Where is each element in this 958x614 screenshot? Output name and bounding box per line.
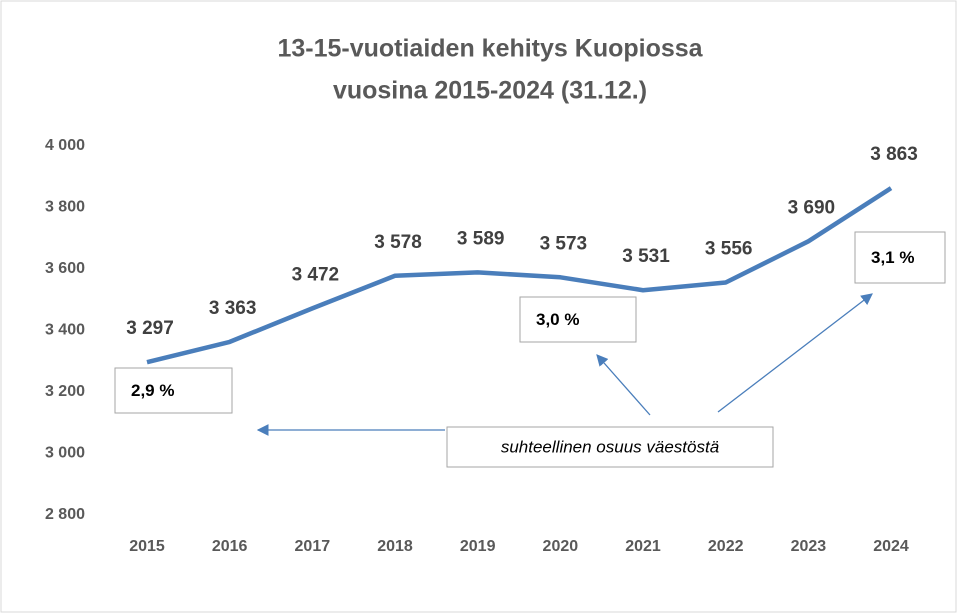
y-tick-label: 3 400 xyxy=(45,322,85,339)
annotation-box xyxy=(446,426,774,468)
y-tick-label: 3 000 xyxy=(45,445,85,462)
chart-title: vuosina 2015-2024 (31.12.) xyxy=(333,77,647,105)
data-label: 3 690 xyxy=(788,197,836,218)
data-label: 3 556 xyxy=(705,239,753,260)
data-label: 3 363 xyxy=(209,298,257,319)
annotation: 3,0 % xyxy=(536,310,579,329)
annotation: 3,1 % xyxy=(871,248,914,267)
data-label: 3 297 xyxy=(126,318,174,339)
annotation-box xyxy=(114,367,233,414)
annotation: suhteellinen osuus väestöstä xyxy=(501,437,719,456)
x-tick-label: 2015 xyxy=(129,538,165,555)
line xyxy=(146,186,893,365)
x-tick-label: 2018 xyxy=(377,538,413,555)
x-tick-label: 2017 xyxy=(295,538,331,555)
y-tick-label: 3 200 xyxy=(45,383,85,400)
y-tick-label: 3 600 xyxy=(45,260,85,277)
annotation: 2,9 % xyxy=(131,381,174,400)
y-tick-label: 4 000 xyxy=(45,137,85,154)
x-tick-label: 2024 xyxy=(873,538,909,555)
data-label: 3 472 xyxy=(292,264,340,285)
data-label: 3 589 xyxy=(457,228,505,249)
y-tick-label: 2 800 xyxy=(45,506,85,523)
data-label: 3 578 xyxy=(374,232,422,253)
data-label: 3 531 xyxy=(622,246,670,267)
chart-title: 13-15-vuotiaiden kehitys Kuopiossa xyxy=(277,35,703,63)
x-tick-label: 2023 xyxy=(791,538,827,555)
annotation-box xyxy=(519,296,637,343)
x-tick-label: 2016 xyxy=(212,538,248,555)
data-label: 3 863 xyxy=(870,144,918,165)
y-tick-label: 3 800 xyxy=(45,199,85,216)
x-tick-label: 2022 xyxy=(708,538,744,555)
x-tick-label: 2021 xyxy=(625,538,661,555)
arrow xyxy=(596,354,651,416)
arrow xyxy=(717,293,873,413)
x-tick-label: 2020 xyxy=(543,538,579,555)
data-label: 3 573 xyxy=(540,233,588,254)
annotation-box xyxy=(854,231,946,284)
x-tick-label: 2019 xyxy=(460,538,496,555)
